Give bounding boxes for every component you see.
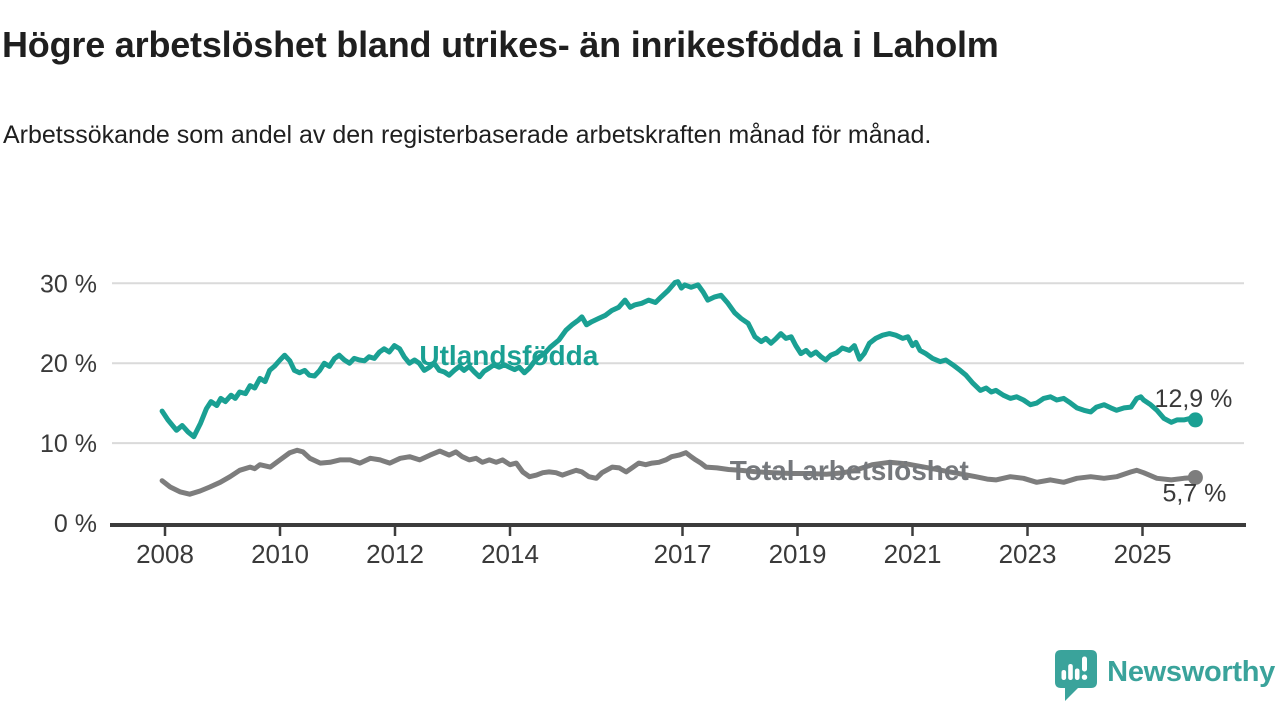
x-tick-label-2021: 2021 [884,539,942,569]
series-label-total: Total arbetslöshet [730,455,969,486]
y-tick-label-20pct: 20 % [40,350,97,378]
y-tick-label-10pct: 10 % [40,430,97,458]
x-tick-label-2008: 2008 [136,539,194,569]
x-tick-label-2012: 2012 [366,539,424,569]
series-line-total [159,447,1198,497]
series-label-utlandsfodda: Utlandsfödda [419,340,598,371]
series-end-dot-utlandsfodda [1187,412,1203,428]
x-tick-label-2025: 2025 [1114,539,1172,569]
end-value-label-utlandsfodda: 12,9 % [1155,385,1233,413]
page-title: Högre arbetslöshet bland utrikes- än inr… [2,24,999,65]
x-tick-label-2014: 2014 [481,539,539,569]
page-subtitle: Arbetssökande som andel av den registerb… [3,121,932,149]
series-line-utlandsfodda [159,279,1198,440]
y-tick-label-0pct: 0 % [54,510,97,538]
x-tick-label-2017: 2017 [654,539,712,569]
newsworthy-branding: Newsworthy [1054,639,1275,705]
newsworthy-logo-icon [1055,650,1098,701]
end-value-label-total: 5,7 % [1162,479,1226,507]
x-tick-label-2010: 2010 [251,539,309,569]
y-tick-label-30pct: 30 % [40,270,97,298]
x-tick-label-2019: 2019 [769,539,827,569]
newsworthy-wordmark: Newsworthy [1107,655,1275,688]
series-end-dot-total [1187,469,1203,485]
x-tick-label-2023: 2023 [999,539,1057,569]
